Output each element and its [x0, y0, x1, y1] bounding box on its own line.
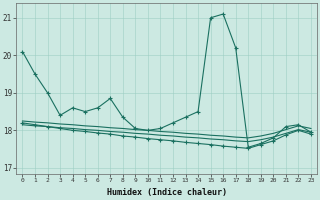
X-axis label: Humidex (Indice chaleur): Humidex (Indice chaleur) [107, 188, 227, 197]
